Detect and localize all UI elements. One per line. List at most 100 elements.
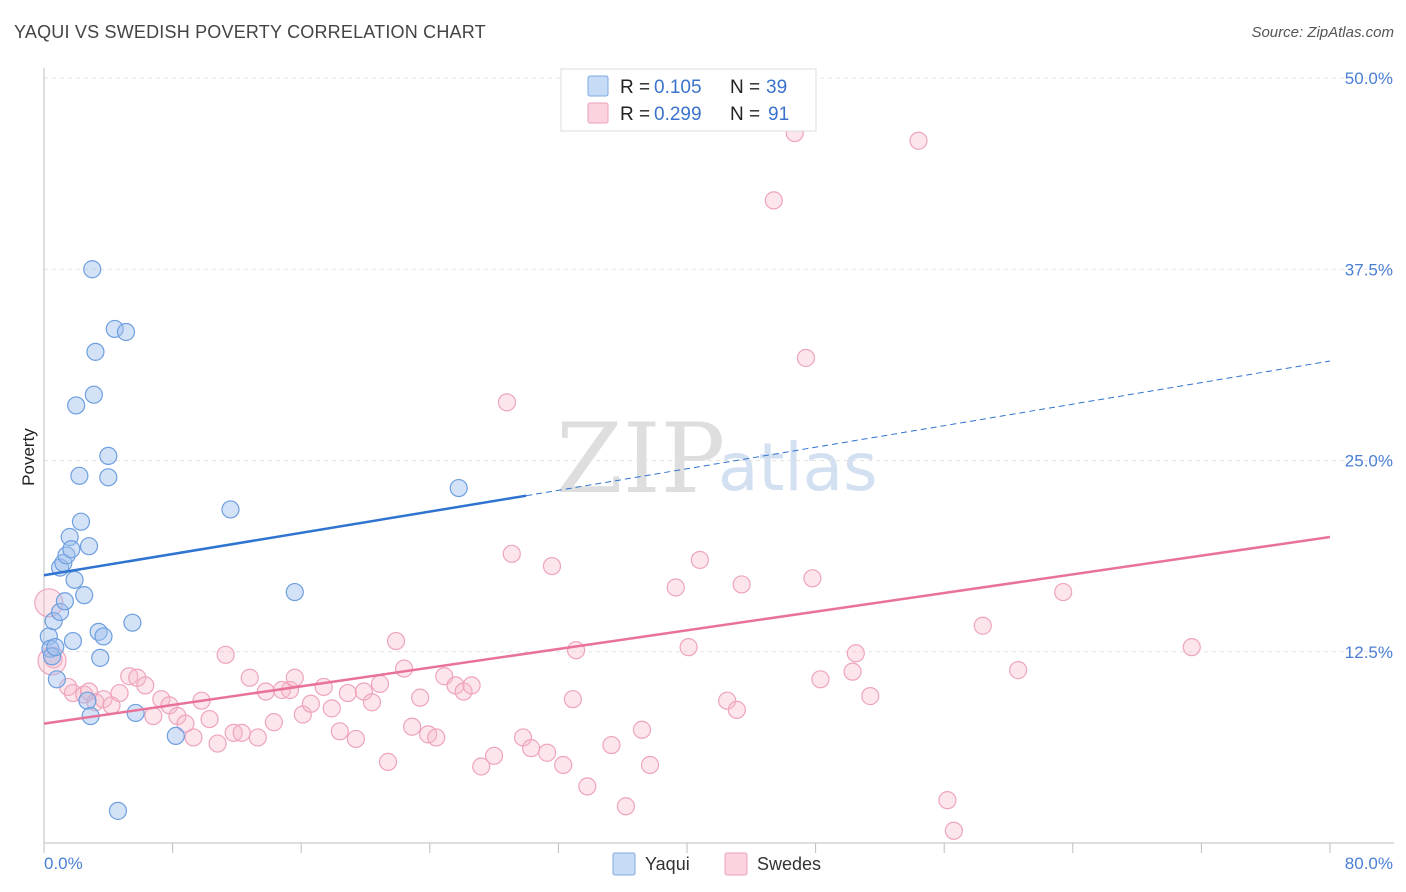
swedes-point — [640, 755, 660, 775]
swedes-point — [79, 682, 99, 701]
legend-n-label-swedes: N = — [730, 104, 760, 125]
yaqui-trend-line — [43, 494, 527, 577]
yaqui-point — [86, 342, 105, 361]
swedes-point — [34, 588, 64, 618]
bottom-legend-swatch-swedes — [724, 852, 748, 876]
yaqui-point — [116, 322, 136, 342]
swedes-point — [846, 644, 865, 663]
swedes-point — [666, 578, 685, 597]
swedes-point — [144, 706, 163, 726]
source-credit: Source: ZipAtlas.com — [1251, 24, 1394, 41]
yaqui-point — [65, 570, 84, 589]
swedes-point — [861, 687, 880, 706]
swedes-point — [578, 777, 597, 796]
swedes-point — [554, 755, 573, 775]
swedes-point — [632, 720, 652, 739]
swedes-point — [796, 348, 816, 368]
yaqui-point — [108, 801, 128, 820]
yaqui-point — [94, 627, 113, 646]
swedes-point — [485, 746, 504, 765]
swedes-point — [462, 676, 481, 695]
x-tick-label: 80.0% — [1345, 854, 1393, 873]
y-tick-label: 37.5% — [1345, 260, 1393, 279]
swedes-point — [378, 752, 398, 772]
swedes-point — [538, 743, 557, 762]
swedes-point — [176, 714, 195, 733]
yaqui-point — [449, 478, 468, 498]
swedes-point — [909, 131, 928, 150]
yaqui-point — [126, 703, 145, 723]
yaqui-point — [285, 582, 304, 602]
swedes-point — [362, 693, 382, 712]
yaqui-point — [44, 612, 63, 631]
legend-swatch-yaqui — [587, 75, 609, 97]
legend-r-value-swedes: 0.299 — [654, 104, 702, 125]
legend-r-label-swedes: R = — [620, 104, 650, 125]
yaqui-point — [55, 592, 74, 611]
watermark-zip: ZIP — [556, 403, 725, 515]
swedes-point — [330, 722, 349, 741]
legend: R = 0.105 N = 39 R = 0.299 N = 91 — [560, 68, 817, 132]
bottom-legend-label-yaqui: Yaqui — [645, 854, 690, 874]
swedes-point — [843, 662, 862, 681]
yaqui-point — [99, 446, 118, 466]
watermark-atlas: atlas — [718, 429, 878, 506]
swedes-trend-line — [43, 535, 1331, 725]
swedes-point — [732, 575, 751, 594]
swedes-point — [602, 735, 621, 755]
swedes-point — [136, 676, 155, 695]
x-tick-label: 0.0% — [44, 854, 83, 873]
yaqui-point — [78, 691, 97, 710]
swedes-point — [690, 550, 709, 570]
bottom-legend-label-swedes: Swedes — [757, 854, 821, 874]
yaqui-point — [63, 631, 83, 651]
swedes-point — [938, 791, 957, 810]
swedes-point — [563, 690, 582, 709]
bottom-legend: Yaqui Swedes — [612, 852, 821, 876]
swedes-point — [248, 728, 267, 747]
yaqui-point — [84, 385, 103, 404]
bottom-legend-swatch-yaqui — [612, 852, 636, 876]
swedes-point — [110, 683, 129, 703]
yaqui-point — [83, 260, 102, 279]
yaqui-point — [105, 319, 124, 339]
yaqui-point — [67, 396, 86, 415]
swedes-point — [427, 728, 446, 747]
y-tick-label: 50.0% — [1345, 69, 1393, 88]
swedes-point — [208, 734, 227, 753]
yaqui-point — [57, 546, 76, 565]
legend-n-label-yaqui: N = — [730, 77, 760, 98]
yaqui-point — [50, 602, 70, 622]
y-axis-label: Poverty — [19, 428, 38, 486]
swedes-point — [216, 645, 235, 664]
swedes-point — [811, 670, 830, 689]
swedes-point — [285, 668, 304, 687]
yaqui-point — [99, 468, 118, 487]
legend-r-label-yaqui: R = — [620, 77, 650, 98]
swedes-point — [411, 688, 430, 707]
yaqui-point — [166, 726, 185, 746]
swedes-point — [37, 646, 67, 676]
yaqui-trend-projection — [526, 360, 1331, 497]
swedes-point — [301, 694, 320, 713]
swedes-point — [264, 713, 283, 732]
swedes-point — [184, 728, 203, 747]
legend-n-value-swedes: 91 — [768, 104, 789, 125]
swedes-point — [944, 821, 963, 840]
swedes-point — [727, 700, 746, 719]
swedes-point — [566, 641, 586, 660]
yaqui-point — [47, 670, 66, 689]
swedes-point — [232, 723, 251, 742]
swedes-point — [386, 631, 406, 651]
yaqui-point — [221, 500, 240, 519]
yaqui-point — [123, 613, 142, 632]
swedes-point — [346, 729, 365, 749]
swedes-point — [616, 797, 636, 816]
swedes-point — [502, 544, 521, 563]
swedes-point — [679, 638, 698, 657]
swedes-point — [472, 757, 491, 776]
swedes-point — [973, 616, 992, 635]
gridlines — [44, 77, 1394, 653]
yaqui-point — [70, 466, 89, 485]
